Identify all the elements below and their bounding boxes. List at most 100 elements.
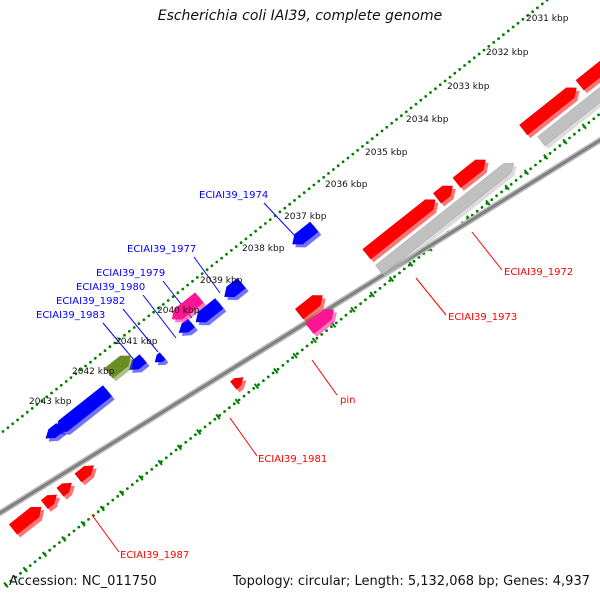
inner-track-major-tick — [292, 352, 298, 359]
inner-track-dot — [310, 340, 314, 344]
outer-track-dot — [118, 337, 121, 341]
outer-track-dot — [424, 95, 428, 98]
inner-track-major-tick — [215, 413, 221, 420]
outer-track-dot — [79, 368, 83, 372]
leader-line — [91, 514, 120, 553]
outer-track-dot — [540, 2, 544, 6]
inner-track-dot — [281, 363, 285, 367]
inner-track-dot — [339, 317, 343, 321]
outer-track-dot — [215, 260, 219, 264]
outer-track-dot — [463, 64, 466, 67]
inner-track-dot — [237, 398, 241, 402]
inner-track-dot — [203, 425, 207, 429]
scale-labels: 2031 kbp 2032 kbp 2033 kbp 2034 kbp 2035 kbp… — [29, 14, 569, 407]
inner-track-dot — [495, 194, 498, 198]
gene-rna — [171, 292, 204, 320]
inner-track-dot — [296, 352, 299, 356]
gene-label: ECIAI39_1979 — [96, 268, 165, 279]
gene-label: ECIAI39_1977 — [127, 244, 196, 255]
outer-track-dot — [400, 114, 403, 117]
inner-track-dot — [577, 128, 581, 132]
inner-track-major-tick — [581, 123, 587, 130]
inner-track-dot — [587, 121, 591, 124]
inner-track-dot — [291, 356, 294, 359]
inner-track-dot — [320, 333, 324, 336]
outer-track-dot — [186, 283, 190, 287]
gene-forward — [518, 87, 577, 136]
inner-track-dot — [553, 148, 557, 152]
gene-label: ECIAI39_1974 — [199, 190, 268, 201]
inner-track-dot — [548, 152, 552, 155]
outer-track-dot — [341, 160, 345, 164]
inner-track-dot — [373, 290, 377, 294]
accession-text: Accession: NC_011750 — [9, 574, 157, 589]
tick-marks — [1, 0, 600, 588]
outer-track-dot — [351, 152, 355, 156]
scale-label: 2034 kbp — [406, 115, 449, 125]
outer-track-dot — [545, 0, 549, 2]
inner-track-dot — [402, 267, 406, 271]
gene-reverse — [56, 384, 113, 433]
gene-label: ECIAI39_1983 — [36, 310, 105, 321]
gene-forward — [452, 159, 487, 189]
inner-track-dot — [475, 209, 479, 213]
inner-track-major-tick — [176, 444, 183, 451]
gene-ecia39-1981 — [229, 377, 244, 390]
genome-summary-text: Topology: circular; Length: 5,132,068 bp… — [232, 574, 590, 589]
inner-track-dot — [135, 479, 139, 483]
gene-features — [8, 60, 600, 538]
inner-track-dot — [247, 390, 251, 394]
inner-track-major-tick — [523, 169, 530, 176]
gene-ecia39-1974 — [291, 221, 319, 245]
inner-track-major-tick — [157, 459, 163, 466]
outer-track-dot — [191, 279, 194, 283]
outer-track-dot — [380, 129, 384, 133]
outer-track-dot — [1, 430, 5, 433]
misc-feature — [104, 355, 131, 379]
inner-track-major-tick — [543, 153, 549, 160]
outer-track-dot — [195, 276, 199, 279]
leader-line — [263, 202, 297, 238]
inner-track-major-tick — [273, 367, 279, 374]
inner-track-dot — [364, 298, 367, 302]
scale-label: 2035 kbp — [365, 148, 408, 158]
inner-track-dot — [48, 548, 52, 552]
outer-track-dot — [69, 376, 73, 379]
outer-track-dot — [497, 37, 500, 40]
outer-track-dot — [536, 6, 539, 10]
scale-label: 2036 kbp — [325, 180, 368, 190]
scale-label: 2041 kbp — [115, 337, 158, 347]
outer-track-dot — [521, 17, 525, 21]
inner-track-dot — [286, 360, 290, 363]
inner-track-major-tick — [253, 383, 260, 390]
inner-track-major-tick — [138, 474, 144, 481]
outer-track-dot — [113, 341, 117, 345]
outer-track-dot — [98, 353, 102, 356]
outer-track-dot — [181, 287, 185, 291]
inner-track-dot — [184, 440, 188, 444]
inner-track-dot — [325, 329, 328, 332]
outer-track-dot — [249, 233, 253, 237]
outer-track-dot — [210, 264, 214, 268]
inner-track-dot — [169, 452, 173, 456]
backbone-line — [0, 138, 600, 515]
gene-forward — [56, 482, 73, 497]
outer-track-dot — [307, 187, 311, 191]
inner-track-major-tick — [3, 581, 9, 588]
inner-track-dot — [87, 518, 90, 521]
outer-track-dot — [230, 249, 233, 252]
inner-track-dot — [349, 310, 353, 313]
outer-track-dot — [453, 71, 457, 75]
outer-track-dot — [283, 206, 287, 210]
inner-track-dot — [480, 206, 484, 209]
outer-track-dot — [84, 364, 87, 368]
leader-line — [311, 359, 338, 396]
inner-track-major-tick — [369, 291, 375, 298]
outer-track-dot — [472, 56, 476, 60]
gene-label: pin — [340, 395, 355, 406]
inner-track-major-tick — [388, 276, 395, 283]
outer-track-dot — [45, 395, 49, 399]
outer-track-dot — [438, 83, 442, 87]
inner-track-dot — [130, 483, 134, 487]
